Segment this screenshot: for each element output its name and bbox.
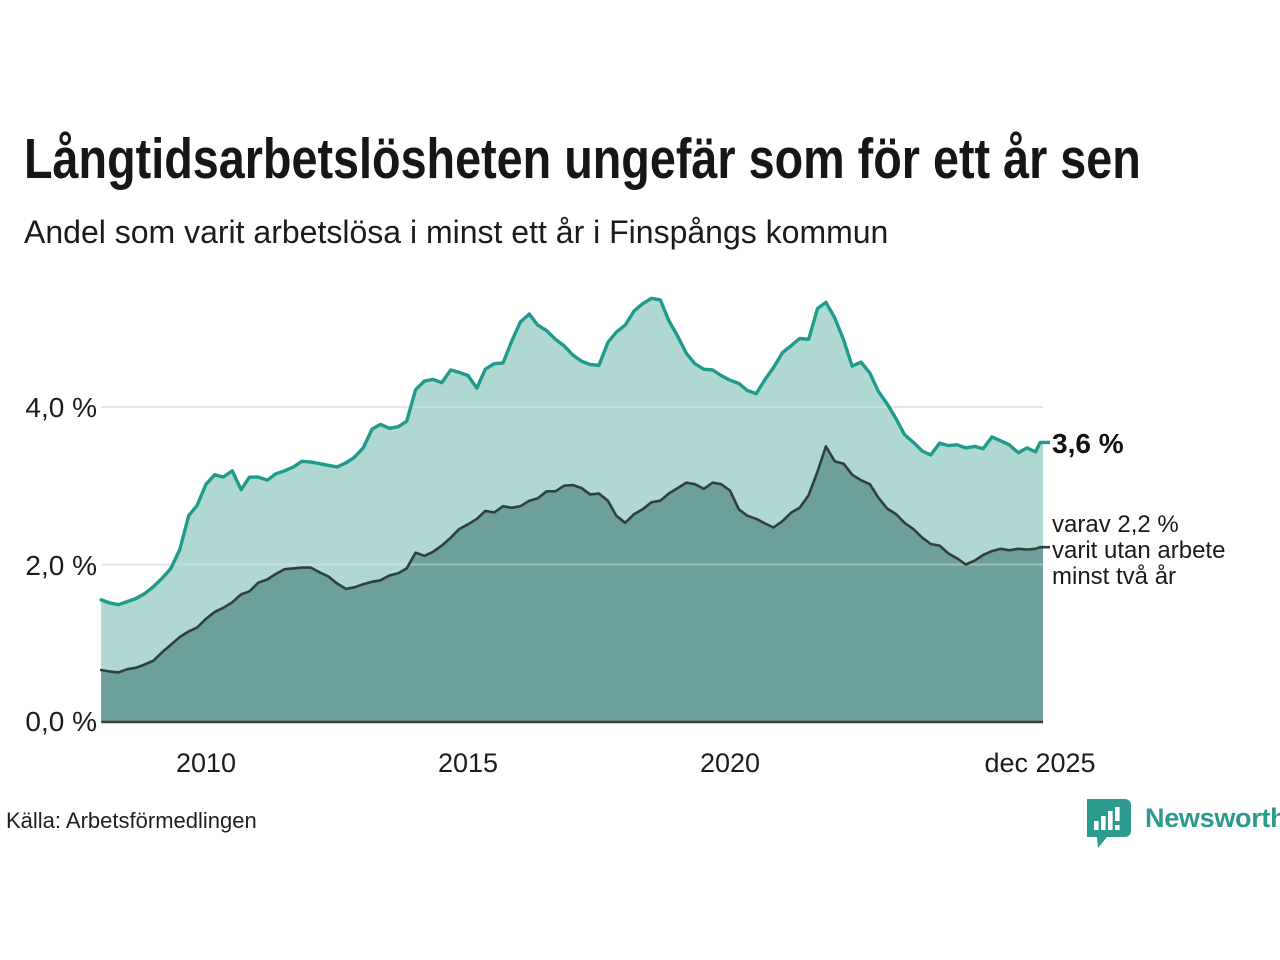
x-tick-label-2010: 2010: [175, 748, 237, 778]
breakdown-label: varav 2,2 % varit utan arbete minst två …: [1052, 512, 1225, 590]
breakdown-line-2: varit utan arbete: [1052, 537, 1226, 564]
latest-value-label: 3,6 %: [1052, 428, 1124, 459]
newsworthy-wordmark: Newsworthy: [1145, 803, 1280, 833]
breakdown-line-3: minst två år: [1052, 563, 1177, 590]
newsworthy-bubble-icon: [1087, 799, 1133, 851]
x-tick-label-dec-2025: dec 2025: [984, 748, 1096, 778]
y-tick-label-0: 0,0 %: [25, 706, 97, 737]
series-line-0: [99, 296, 1045, 607]
series-line-1: [99, 445, 1045, 674]
series-area-1: [101, 446, 1043, 722]
source-note: Källa: Arbetsförmedlingen: [6, 808, 257, 833]
x-tick-label-2020: 2020: [699, 748, 761, 778]
y-tick-label-2: 2,0 %: [25, 550, 97, 581]
breakdown-line-1: varav 2,2 %: [1052, 511, 1179, 538]
page-title: Långtidsarbetslösheten ungefär som för e…: [24, 127, 1141, 191]
chart-subtitle: Andel som varit arbetslösa i minst ett å…: [24, 214, 889, 250]
y-tick-label-4: 4,0 %: [25, 392, 97, 423]
newsworthy-logo: Newsworthy: [1087, 799, 1280, 851]
x-tick-label-2015: 2015: [437, 748, 499, 778]
